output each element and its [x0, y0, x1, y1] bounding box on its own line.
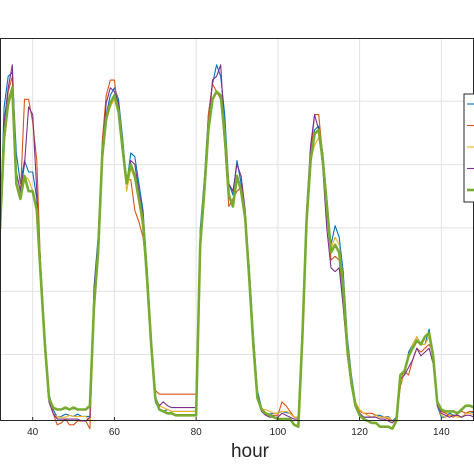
x-axis-ticks: 40 60 80 100 120 140	[27, 417, 450, 438]
x-tick-label: 40	[27, 427, 39, 438]
x-tick-label: 140	[433, 427, 450, 438]
x-tick-label: 80	[191, 427, 203, 438]
grid-lines	[0, 38, 474, 421]
x-tick-label: 120	[351, 427, 368, 438]
series-line-1	[0, 64, 474, 422]
legend-box	[463, 93, 474, 203]
x-tick-label: 100	[270, 427, 287, 438]
series-line-5	[0, 86, 474, 431]
legend	[463, 93, 474, 203]
x-axis-label: hour	[231, 441, 270, 462]
x-tick-label: 60	[109, 427, 121, 438]
